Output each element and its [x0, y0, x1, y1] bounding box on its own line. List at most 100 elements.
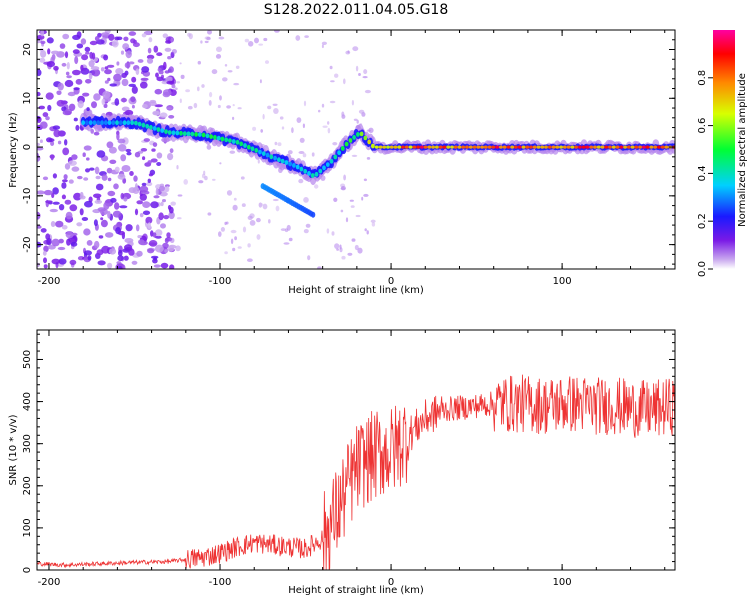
heatmap-noise-cell — [87, 255, 92, 261]
heatmap-y-tick-label: 10 — [22, 92, 33, 105]
heatmap-noise-cell — [107, 177, 112, 182]
heatmap-noise-cell — [232, 116, 235, 120]
heatmap-noise-cell — [97, 260, 106, 266]
heatmap-ridge-peak — [85, 120, 89, 126]
heatmap-ridge-peak — [235, 139, 240, 145]
heatmap-ridge-peak — [559, 145, 563, 149]
heatmap-noise-cell — [57, 82, 64, 91]
heatmap-noise-cell — [123, 255, 129, 261]
heatmap-frame — [36, 29, 676, 270]
heatmap-noise-cell — [155, 72, 159, 78]
heatmap-noise-cell — [174, 87, 178, 91]
heatmap-noise-cell — [72, 69, 81, 76]
snr-panel: -200 -100 0 100 0 100 200 300 400 500 Height of … — [8, 329, 676, 596]
heatmap-noise-cell — [56, 90, 62, 96]
heatmap-ridge-peak — [322, 165, 326, 171]
heatmap-noise-cell — [358, 73, 361, 76]
heatmap-noise-cell — [326, 228, 330, 234]
heatmap-noise-cell — [169, 237, 175, 243]
heatmap-noise-cell — [302, 153, 307, 158]
snr-y-tick-label: 300 — [22, 434, 33, 453]
heatmap-noise-cell — [103, 201, 110, 210]
snr-x-tick-label: 100 — [553, 577, 572, 588]
heatmap-ridge-peak — [566, 145, 571, 149]
heatmap-noise-cell — [155, 244, 164, 253]
heatmap-noise-cell — [299, 137, 305, 143]
heatmap-noise-cell — [303, 229, 309, 234]
heatmap-noise-cell — [114, 166, 120, 172]
heatmap-noise-cell — [85, 168, 90, 173]
heatmap-noise-cell — [141, 33, 147, 38]
heatmap-noise-cell — [115, 68, 124, 75]
heatmap-noise-cell — [51, 50, 60, 55]
heatmap-ridge-peak — [626, 145, 631, 149]
heatmap-noise-cell — [70, 241, 78, 247]
heatmap-noise-cell — [237, 246, 242, 249]
heatmap-noise-cell — [101, 98, 106, 106]
heatmap-noise-cell — [152, 232, 157, 238]
heatmap-ridge-peak — [310, 173, 315, 178]
heatmap-noise-cell — [235, 65, 240, 70]
heatmap-noise-cell — [100, 67, 105, 72]
heatmap-noise-cell — [135, 68, 140, 75]
heatmap-noise-cell — [220, 227, 225, 232]
heatmap-noise-cell — [94, 166, 100, 175]
heatmap-noise-cell — [93, 131, 100, 136]
heatmap-noise-cell — [148, 173, 153, 177]
heatmap-noise-cell — [40, 50, 47, 58]
heatmap-noise-cell — [75, 124, 80, 131]
heatmap-noise-cell — [85, 51, 90, 55]
heatmap-ridge-peak — [149, 125, 153, 130]
heatmap-noise-cell — [86, 107, 90, 112]
heatmap-noise-cell — [76, 222, 83, 227]
heatmap-ridge-peak — [246, 144, 251, 150]
heatmap-noise-cell — [267, 105, 272, 110]
heatmap-noise-cell — [120, 192, 125, 200]
heatmap-noise-cell — [217, 104, 221, 109]
heatmap-noise-cell — [352, 46, 359, 52]
heatmap-noise-cell — [218, 36, 225, 40]
heatmap-ridge-peak — [435, 145, 439, 149]
heatmap-ridge-peak — [337, 150, 341, 156]
heatmap-ridge-peak — [359, 131, 364, 137]
heatmap-noise-cell — [160, 223, 166, 229]
heatmap-noise-cell — [347, 252, 353, 256]
heatmap-noise-cell — [212, 178, 216, 181]
heatmap-noise-cell — [83, 250, 92, 256]
heatmap-noise-cell — [159, 112, 168, 118]
heatmap-noise-cell — [68, 103, 76, 112]
heatmap-ridge-peak — [630, 145, 635, 149]
heatmap-noise-cell — [62, 110, 72, 116]
heatmap-y-tick-label: 20 — [22, 43, 33, 56]
heatmap-noise-cell — [76, 31, 82, 39]
heatmap-ridge-peak — [250, 146, 255, 152]
heatmap-ridge-peak — [280, 158, 285, 164]
heatmap-noise-cell — [201, 84, 205, 88]
heatmap-noise-cell — [132, 42, 140, 48]
heatmap-noise-cell — [52, 201, 60, 205]
heatmap-noise-cell — [350, 205, 355, 208]
heatmap-ridge-peak — [532, 145, 537, 149]
heatmap-y-ticks: 20 10 0 -10 -20 — [22, 29, 675, 265]
heatmap-noise-cell — [146, 58, 154, 64]
heatmap-ridge-peak — [514, 145, 518, 149]
heatmap-ridge-peak — [480, 145, 484, 149]
heatmap-noise-cell — [298, 178, 304, 184]
heatmap-noise-cell — [233, 197, 237, 201]
heatmap-y-axis-label: Frequency (Hz) — [8, 112, 19, 188]
heatmap-ridge-peak — [224, 137, 229, 143]
heatmap-noise-cell — [73, 192, 82, 201]
heatmap-noise-cell — [164, 184, 170, 188]
heatmap-noise-cell — [227, 70, 233, 73]
heatmap-ridge-peak — [88, 120, 93, 126]
heatmap-ridge-peak — [261, 151, 266, 157]
heatmap-noise-cell — [118, 144, 127, 152]
heatmap-ridge-peak — [303, 168, 308, 174]
heatmap-noise-cell — [177, 194, 183, 197]
heatmap-noise-cell — [207, 30, 212, 35]
heatmap-noise-cell — [362, 76, 368, 79]
heatmap-noise-cell — [46, 238, 52, 246]
heatmap-ridge-peak — [126, 120, 131, 126]
heatmap-ridge-peak — [228, 138, 232, 144]
heatmap-noise-cell — [353, 118, 358, 122]
